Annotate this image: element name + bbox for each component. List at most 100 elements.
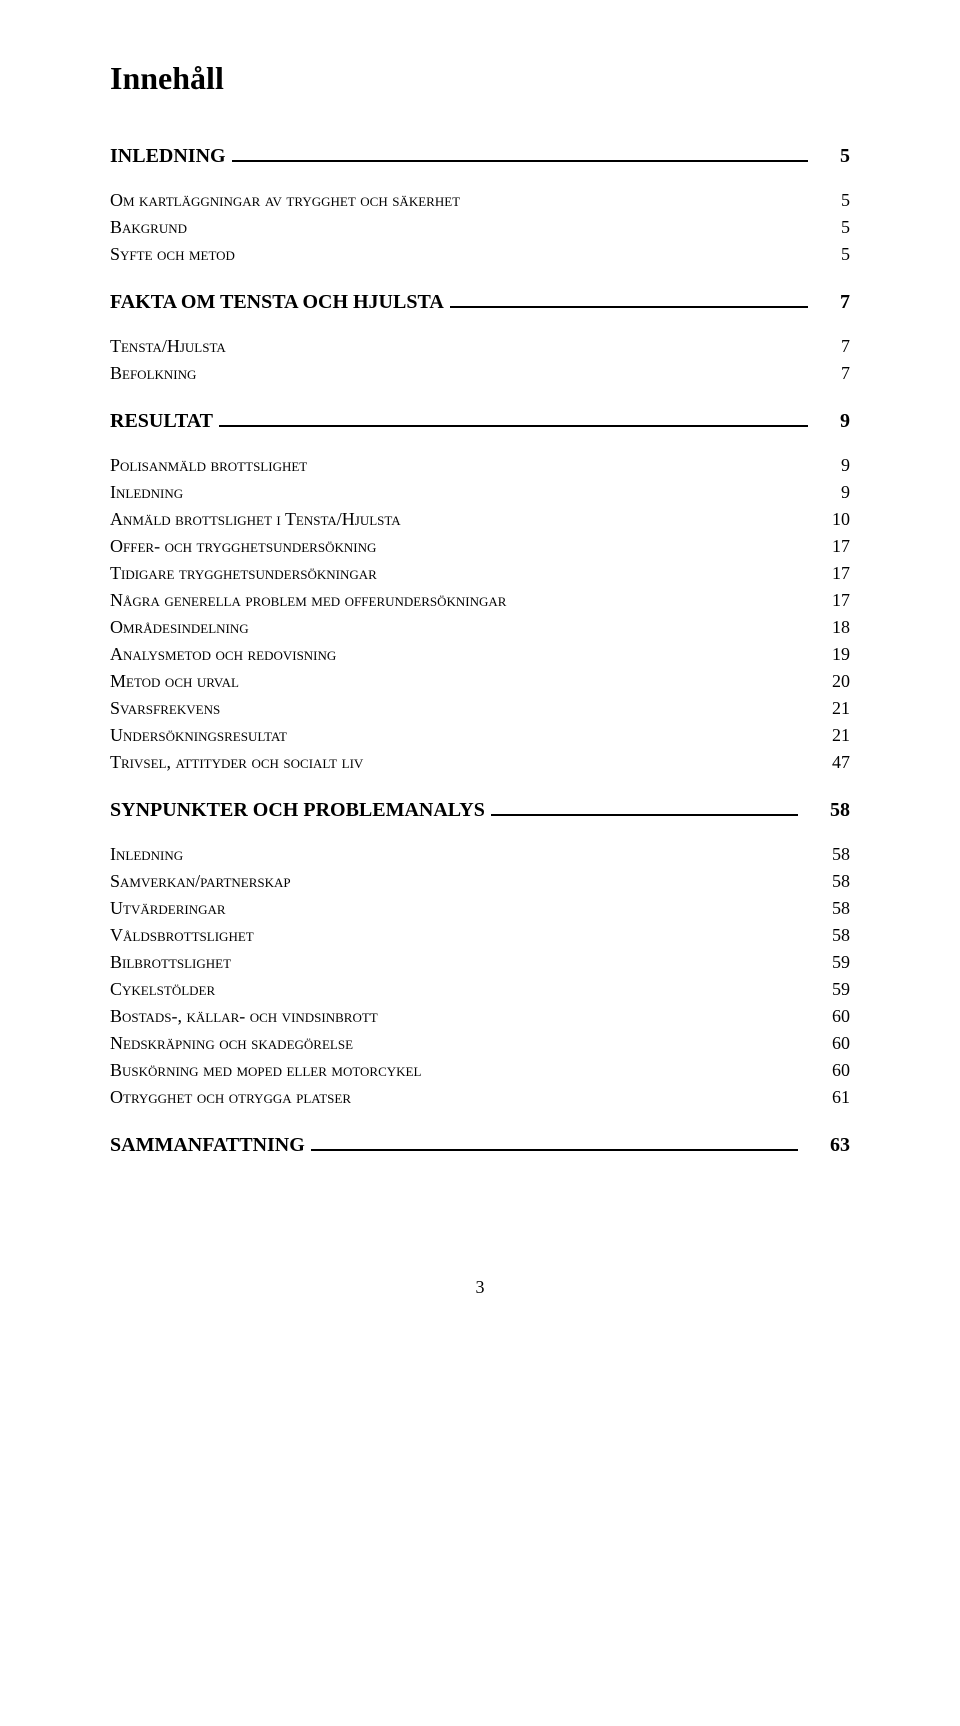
toc-entry-text: Analysmetod och redovisning: [110, 644, 800, 665]
toc-heading-leader: [232, 160, 808, 162]
toc-entry-page: 18: [800, 617, 850, 638]
toc-entry-page: 17: [800, 590, 850, 611]
toc-entry-page: 9: [809, 482, 850, 503]
toc-entry: Utvärderingar58: [110, 898, 850, 919]
toc-entry-page: 7: [809, 336, 850, 357]
toc-entry: Analysmetod och redovisning19: [110, 644, 850, 665]
toc-entry: Undersökningsresultat21: [110, 725, 850, 746]
toc-entry-text: Inledning: [110, 482, 809, 503]
toc-entry: Syfte och metod5: [110, 244, 850, 265]
toc-entry: Svarsfrekvens21: [110, 698, 850, 719]
toc-section: SAMMANFATTNING 63: [110, 1134, 850, 1157]
toc-section-heading: SAMMANFATTNING 63: [110, 1134, 850, 1157]
toc-entry-page: 58: [800, 844, 850, 865]
toc-entry-text: Offer- och trygghetsundersökning: [110, 536, 800, 557]
toc-entry-text: Metod och urval: [110, 671, 800, 692]
toc-section-heading-page: 7: [808, 291, 850, 314]
toc-entry: Bakgrund5: [110, 217, 850, 238]
toc-entry-page: 60: [800, 1033, 850, 1054]
toc-entry-page: 9: [809, 455, 850, 476]
toc-entry-text: Tidigare trygghetsundersökningar: [110, 563, 800, 584]
toc-section-heading-text: SYNPUNKTER OCH PROBLEMANALYS: [110, 799, 491, 822]
toc-section: FAKTA OM TENSTA OCH HJULSTA7 Tensta/Hjuls…: [110, 291, 850, 384]
toc-entry-page: 7: [809, 363, 850, 384]
toc-section-heading-text: SAMMANFATTNING: [110, 1134, 311, 1157]
toc-entry-text: Områdesindelning: [110, 617, 800, 638]
toc-entry-text: Våldsbrottslighet: [110, 925, 800, 946]
toc-entry-text: Tensta/Hjulsta: [110, 336, 809, 357]
toc-entry: Buskörning med moped eller motorcykel60: [110, 1060, 850, 1081]
toc-entry-text: Nedskräpning och skadegörelse: [110, 1033, 800, 1054]
toc-entry: Trivsel, attityder och socialt liv47: [110, 752, 850, 773]
toc-heading-leader: [450, 306, 808, 308]
toc-entry: Nedskräpning och skadegörelse60: [110, 1033, 850, 1054]
toc-entry-page: 61: [800, 1087, 850, 1108]
toc-entry: Tensta/Hjulsta7: [110, 336, 850, 357]
toc-heading-leader: [491, 814, 798, 816]
toc-entry: Några generella problem med offerundersö…: [110, 590, 850, 611]
toc-entry: Inledning9: [110, 482, 850, 503]
toc-section-heading-page: 5: [808, 145, 850, 168]
toc-entry: Våldsbrottslighet58: [110, 925, 850, 946]
page-title: Innehåll: [110, 60, 850, 97]
toc-entry-text: Om kartläggningar av trygghet och säkerh…: [110, 190, 809, 211]
toc-entry-page: 58: [800, 871, 850, 892]
toc-section-heading: FAKTA OM TENSTA OCH HJULSTA7: [110, 291, 850, 314]
toc-entry-text: Syfte och metod: [110, 244, 809, 265]
toc-entry: Områdesindelning18: [110, 617, 850, 638]
toc-entry: Cykelstölder59: [110, 979, 850, 1000]
toc-entry: Inledning58: [110, 844, 850, 865]
toc-section-heading-page: 9: [808, 410, 850, 433]
toc-section-heading-page: 58: [798, 799, 850, 822]
toc-entry-page: 5: [809, 244, 850, 265]
toc-entry-page: 47: [800, 752, 850, 773]
toc-entry-page: 60: [800, 1060, 850, 1081]
toc-entry: Otrygghet och otrygga platser61: [110, 1087, 850, 1108]
table-of-contents: INLEDNING5 Om kartläggningar av trygghet …: [110, 145, 850, 1157]
toc-entry-text: Svarsfrekvens: [110, 698, 800, 719]
toc-entry-text: Undersökningsresultat: [110, 725, 800, 746]
toc-entry: Bostads-, källar- och vindsinbrott60: [110, 1006, 850, 1027]
toc-entry-text: Cykelstölder: [110, 979, 800, 1000]
toc-section: SYNPUNKTER OCH PROBLEMANALYS58Inledning5…: [110, 799, 850, 1108]
toc-section-heading-text: RESULTAT: [110, 410, 219, 433]
toc-entry-page: 5: [809, 190, 850, 211]
toc-entry: Befolkning7: [110, 363, 850, 384]
toc-entry-page: 21: [800, 698, 850, 719]
toc-entry-text: Trivsel, attityder och socialt liv: [110, 752, 800, 773]
toc-entry-text: Utvärderingar: [110, 898, 800, 919]
toc-section-heading: SYNPUNKTER OCH PROBLEMANALYS 58: [110, 799, 850, 822]
toc-entry-text: Otrygghet och otrygga platser: [110, 1087, 800, 1108]
toc-entry: Bilbrottslighet59: [110, 952, 850, 973]
toc-section-heading: RESULTAT 9: [110, 410, 850, 433]
toc-entry-page: 10: [800, 509, 850, 530]
toc-section: RESULTAT9Polisanmäld brottslighet9Inledn…: [110, 410, 850, 773]
toc-entry-page: 17: [800, 536, 850, 557]
toc-section: INLEDNING5 Om kartläggningar av trygghet …: [110, 145, 850, 265]
toc-entry-page: 59: [800, 979, 850, 1000]
toc-entry-page: 5: [809, 217, 850, 238]
footer-page-number: 3: [110, 1277, 850, 1298]
toc-entry: Samverkan/partnerskap58: [110, 871, 850, 892]
toc-entry-page: 17: [800, 563, 850, 584]
toc-entry-page: 58: [800, 898, 850, 919]
toc-entry-text: Polisanmäld brottslighet: [110, 455, 809, 476]
toc-entry-page: 59: [800, 952, 850, 973]
toc-heading-leader: [311, 1149, 798, 1151]
toc-entry-text: Några generella problem med offerundersö…: [110, 590, 800, 611]
toc-entry-page: 20: [800, 671, 850, 692]
toc-section-heading-page: 63: [798, 1134, 850, 1157]
toc-entry-page: 21: [800, 725, 850, 746]
toc-entry-page: 60: [800, 1006, 850, 1027]
toc-entry: Om kartläggningar av trygghet och säkerh…: [110, 190, 850, 211]
toc-section-heading: INLEDNING5: [110, 145, 850, 168]
toc-entry-text: Befolkning: [110, 363, 809, 384]
toc-entry-text: Bakgrund: [110, 217, 809, 238]
toc-entry: Polisanmäld brottslighet9: [110, 455, 850, 476]
toc-heading-leader: [219, 425, 808, 427]
toc-entry-page: 19: [800, 644, 850, 665]
toc-entry: Tidigare trygghetsundersökningar17: [110, 563, 850, 584]
toc-entry-text: Anmäld brottslighet i Tensta/Hjulsta: [110, 509, 800, 530]
toc-entry-page: 58: [800, 925, 850, 946]
toc-entry-text: Inledning: [110, 844, 800, 865]
